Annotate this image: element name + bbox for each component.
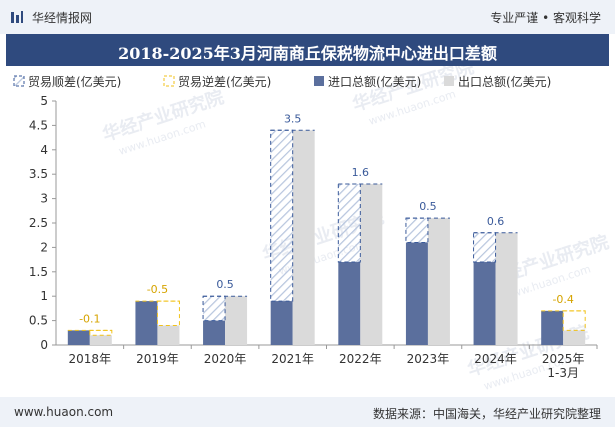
slogan: 专业严谨 • 客观科学 (490, 11, 601, 25)
brand-name: 华经情报网 (32, 11, 93, 25)
x-tick-label: 2024年 (474, 352, 517, 366)
y-tick-label: 4.5 (29, 118, 48, 132)
y-tick-label: 1.5 (29, 265, 48, 279)
x-tick-label: 1-3月 (547, 366, 579, 380)
bar-export (495, 232, 518, 345)
bar-export (563, 330, 586, 345)
data-label: -0.4 (552, 293, 573, 306)
bar-surplus (270, 129, 294, 302)
legend-swatch-import (314, 76, 324, 86)
footer-url: www.huaon.com (14, 405, 114, 419)
header-bar: 华经情报网 专业严谨 • 客观科学 (0, 0, 615, 34)
x-tick-label: 2019年 (136, 352, 179, 366)
bar-export (89, 335, 112, 345)
bar-export (427, 218, 450, 345)
y-tick-label: 3 (40, 192, 48, 206)
x-tick-label: 2025年 (542, 352, 585, 366)
data-label: 0.6 (487, 215, 505, 228)
x-tick-label: 2018年 (69, 352, 112, 366)
bar-deficit (89, 329, 113, 336)
bar-surplus (473, 232, 497, 263)
bar-export (360, 183, 383, 345)
bar-surplus (337, 183, 361, 263)
bar-import (135, 301, 158, 345)
logo-icon (11, 11, 23, 23)
bar-import (473, 262, 496, 345)
legend-swatch-deficit (163, 75, 175, 87)
bar-deficit (156, 300, 180, 326)
y-tick-label: 2.5 (29, 216, 48, 230)
data-label: -0.1 (79, 312, 100, 325)
legend-label: 贸易顺差(亿美元) (28, 74, 121, 89)
y-tick-label: 5 (40, 94, 48, 108)
bar-export (225, 296, 248, 345)
y-tick-label: 4 (40, 143, 48, 157)
chart-title: 2018-2025年3月河南商丘保税物流中心进出口差额 (118, 44, 497, 63)
x-tick-label: 2022年 (339, 352, 382, 366)
y-tick-label: 0.5 (29, 314, 48, 328)
y-tick-label: 3.5 (29, 167, 48, 181)
y-tick-label: 0 (40, 338, 48, 352)
bar-surplus (202, 295, 226, 322)
chart-area: 华经产业研究院www.huaon.com华经产业研究院www.huaon.com… (13, 66, 611, 393)
x-tick-label: 2023年 (407, 352, 450, 366)
data-label: 0.5 (419, 200, 437, 213)
data-label: 0.5 (216, 278, 234, 291)
bar-export (292, 130, 315, 345)
bar-import (203, 320, 226, 345)
bar-import (270, 301, 293, 345)
title-bar: 2018-2025年3月河南商丘保税物流中心进出口差额 (6, 34, 609, 66)
bar-import (541, 310, 564, 345)
data-source: 数据来源：中国海关，华经产业研究院整理 (372, 407, 601, 421)
data-label: -0.5 (147, 283, 168, 296)
bar-import (338, 262, 361, 345)
legend-swatch-export (444, 76, 454, 86)
x-tick-label: 2021年 (271, 352, 314, 366)
data-label: 3.5 (284, 112, 302, 125)
y-tick-label: 1 (40, 289, 48, 303)
bar-deficit (562, 310, 586, 331)
data-label: 1.6 (352, 166, 370, 179)
bar-import (67, 330, 90, 345)
legend-label: 出口总额(亿美元) (458, 74, 551, 89)
bar-import (405, 242, 428, 345)
x-tick-label: 2020年 (204, 352, 247, 366)
y-tick-label: 2 (40, 240, 48, 254)
legend-label: 进口总额(亿美元) (328, 74, 421, 89)
bar-surplus (405, 217, 429, 244)
footer-bar: www.huaon.com 数据来源：中国海关，华经产业研究院整理 (0, 397, 615, 427)
legend-swatch-surplus (13, 75, 25, 87)
legend-label: 贸易逆差(亿美元) (178, 74, 271, 89)
bar-export (157, 325, 180, 345)
